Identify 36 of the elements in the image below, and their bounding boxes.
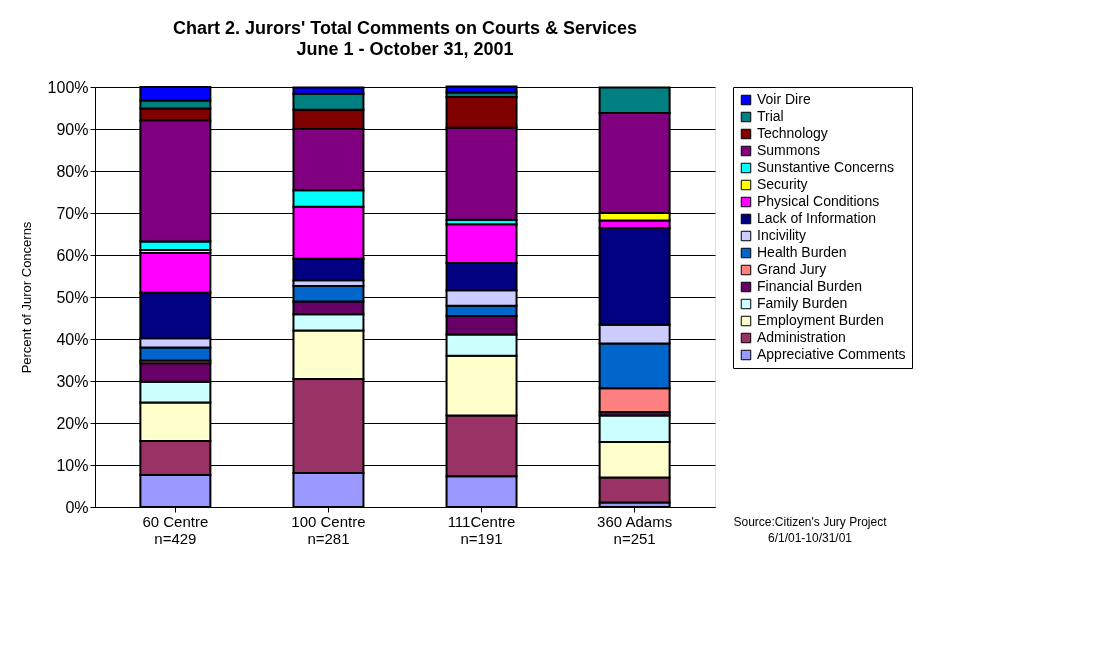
chart-subtitle: June 1 - October 31, 2001 <box>296 39 514 59</box>
legend-label: Employment Burden <box>757 312 884 328</box>
y-tick-label: 90% <box>56 120 89 138</box>
x-tick-label: 100 Centre n=281 <box>291 512 366 547</box>
y-tick-label: 100% <box>47 78 89 96</box>
chart-title: Chart 2. Jurors' Total Comments on Courts & Services <box>172 18 638 38</box>
y-tick-label: 50% <box>56 288 89 306</box>
legend-label: Financial Burden <box>757 278 863 294</box>
x-tick-label: 111Centre n=191 <box>447 512 516 547</box>
legend-label: Appreciative Comments <box>757 346 906 362</box>
legend-label: Grand Jury <box>757 261 827 277</box>
legend-label: Administration <box>757 329 846 345</box>
y-tick-label: 60% <box>56 246 89 264</box>
y-tick-label: 20% <box>56 414 89 432</box>
y-tick-label: 80% <box>56 162 89 180</box>
text: 6/1/01-10/31/01 <box>767 531 853 545</box>
y-tick-label: 10% <box>56 456 89 474</box>
legend-label: Family Burden <box>757 295 848 311</box>
legend-label: Lack of Information <box>757 210 877 226</box>
legend-label: Security <box>757 176 808 192</box>
y-tick-label: 40% <box>56 330 89 348</box>
legend-label: Summons <box>757 142 821 158</box>
y-axis-title: Percent of Juror Concerns <box>18 221 34 374</box>
legend-label: Trial <box>757 108 784 124</box>
legend-label: Physical Conditions <box>757 193 880 209</box>
y-tick-label: 30% <box>56 372 89 390</box>
y-tick-label: 70% <box>56 204 89 222</box>
legend-label: Voir Dire <box>757 91 811 107</box>
legend-label: Sunstantive Concerns <box>757 159 894 175</box>
x-tick-label: 360 Adams n=251 <box>597 512 673 547</box>
x-tick-label: 60 Centre n=429 <box>142 512 209 547</box>
legend-label: Health Burden <box>757 244 847 260</box>
legend-label: Incivility <box>757 227 807 243</box>
y-tick-label: 0% <box>65 498 89 516</box>
source-note: Source:Citizen's Jury Project <box>733 515 888 529</box>
legend-label: Technology <box>757 125 828 141</box>
